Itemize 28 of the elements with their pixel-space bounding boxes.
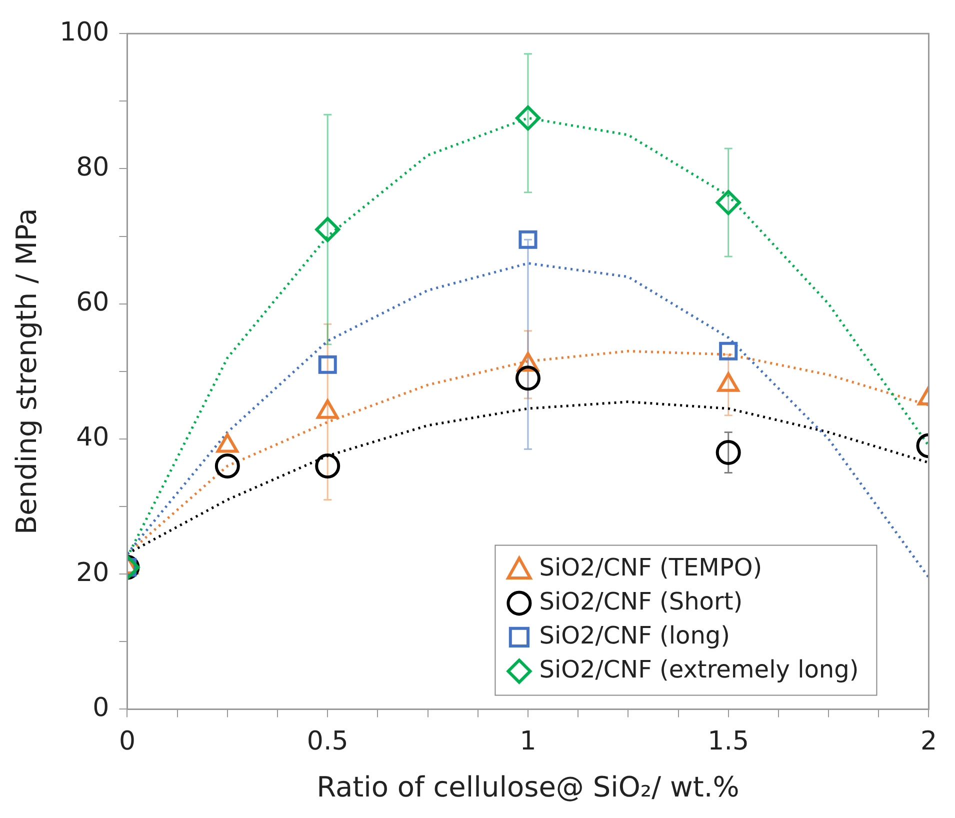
legend-label: SiO2/CNF (extremely long) [539,655,859,684]
point [716,440,741,465]
point [515,366,540,391]
legend-label: SiO2/CNF (Short) [539,587,743,616]
y-axis-title: Bending strength / MPa [10,208,44,535]
point [518,230,538,249]
line-series [127,262,929,579]
legend-label: SiO2/CNF (long) [539,621,730,650]
legend-label: SiO2/CNF (TEMPO) [539,553,762,582]
y-tick-label: 100 [60,17,110,48]
y-tick-label: 40 [76,422,110,453]
x-tick-label: 1 [520,726,536,757]
y-tick-label: 20 [76,558,110,588]
x-tick-label: 0 [118,726,136,757]
point [318,355,337,374]
point [515,106,540,131]
point [719,342,738,360]
y-tick-label: 0 [92,692,110,723]
point [315,217,340,242]
y-tick-label: 80 [76,152,110,182]
x-axis-title: Ratio of cellulose@ SiO₂/ wt.% [316,770,740,804]
point [716,190,741,215]
y-tick-label: 60 [76,288,110,318]
point [214,453,240,478]
x-tick-label: 0.5 [306,726,348,757]
point [315,453,340,478]
x-tick-label: 1.5 [708,726,750,757]
x-tick-label: 2 [920,726,937,757]
